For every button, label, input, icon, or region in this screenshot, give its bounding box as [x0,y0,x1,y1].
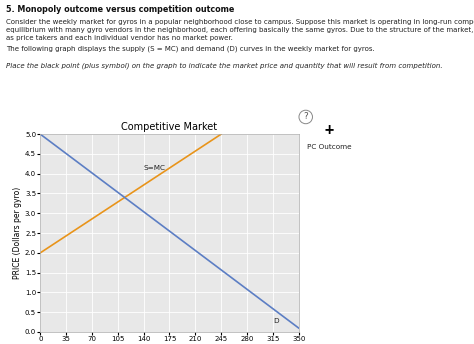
Text: Place the black point (plus symbol) on the graph to indicate the market price an: Place the black point (plus symbol) on t… [6,62,442,68]
Text: as price takers and each individual vendor has no market power.: as price takers and each individual vend… [6,35,233,41]
Text: 5. Monopoly outcome versus competition outcome: 5. Monopoly outcome versus competition o… [6,5,234,14]
Text: PC Outcome: PC Outcome [307,144,352,150]
Text: ?: ? [303,112,308,121]
Text: equilibrium with many gyro vendors in the neighborhood, each offering basically : equilibrium with many gyro vendors in th… [6,27,474,33]
Text: Consider the weekly market for gyros in a popular neighborhood close to campus. : Consider the weekly market for gyros in … [6,19,474,25]
Text: D: D [273,318,278,324]
Text: The following graph displays the supply (S = MC) and demand (D) curves in the we: The following graph displays the supply … [6,45,374,52]
Title: Competitive Market: Competitive Market [121,122,218,132]
Text: +: + [325,123,334,138]
Y-axis label: PRICE (Dollars per gyro): PRICE (Dollars per gyro) [13,187,22,279]
Text: S=MC: S=MC [144,165,165,171]
